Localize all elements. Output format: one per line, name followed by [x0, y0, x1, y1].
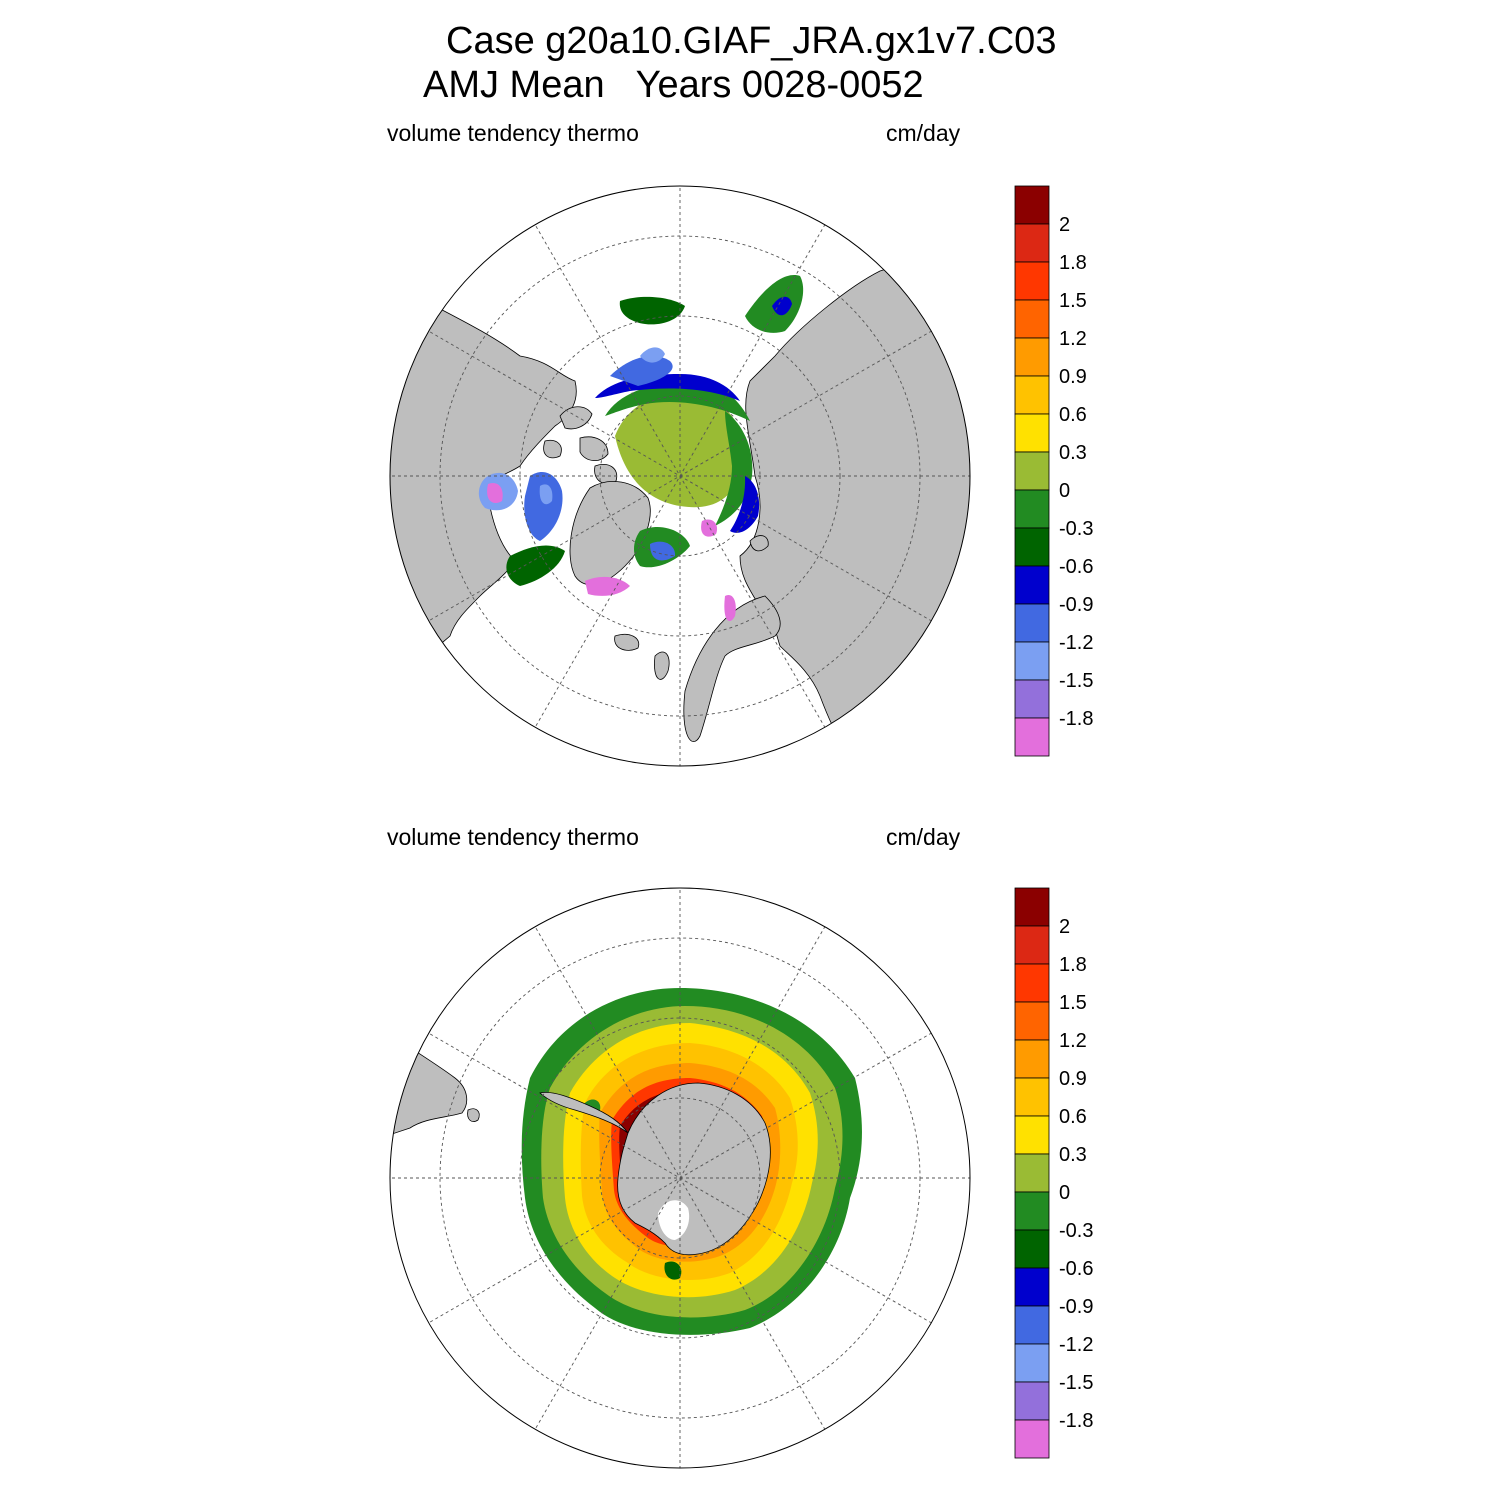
south-graticule	[390, 888, 970, 1468]
south-colorbar-box	[1014, 1381, 1050, 1421]
south-colorbar-box	[1014, 1343, 1050, 1383]
south-colorbar: -1.8 -1.5 -1.2 -0.9 -0.6 -0.3 0 0.3 0.6 0.9 1.2 1.5…	[1014, 887, 1093, 1459]
north-colorbar: -1.8 -1.5 -1.2 -0.9 -0.6 -0.3 0 0.3 0.6 0.9 1.2 1.5…	[1014, 185, 1093, 757]
north-colorbar-label: 1.8	[1059, 252, 1087, 274]
south-colorbar-label: 2	[1059, 916, 1070, 938]
north-map-border	[389, 185, 971, 767]
south-colorbar-label: 1.5	[1059, 992, 1087, 1014]
north-colorbar-box	[1014, 185, 1050, 225]
north-colorbar-label: -0.6	[1059, 556, 1093, 578]
south-colorbar-box	[1014, 1039, 1050, 1079]
north-colorbar-label: 0	[1059, 480, 1070, 502]
north-colorbar-box	[1014, 375, 1050, 415]
south-colorbar-box	[1014, 1001, 1050, 1041]
south-colorbar-box	[1014, 887, 1050, 927]
north-sea-ice	[478, 275, 804, 622]
south-colorbar-label: -0.3	[1059, 1220, 1093, 1242]
north-left-label: volume tendency thermo	[387, 120, 639, 146]
north-colorbar-label: 1.2	[1059, 328, 1087, 350]
title-line-2: AMJ Mean Years 0028-0052	[423, 64, 924, 106]
south-map-border	[389, 887, 971, 1469]
south-colorbar-label: 1.8	[1059, 954, 1087, 976]
south-colorbar-box	[1014, 963, 1050, 1003]
south-colorbar-label: -1.5	[1059, 1372, 1093, 1394]
north-colorbar-box	[1014, 223, 1050, 263]
north-colorbar-label: 0.3	[1059, 442, 1087, 464]
south-colorbar-box	[1014, 1305, 1050, 1345]
north-colorbar-box	[1014, 413, 1050, 453]
north-graticule	[390, 186, 970, 766]
north-colorbar-box	[1014, 299, 1050, 339]
south-colorbar-box	[1014, 1267, 1050, 1307]
title-line-1: Case g20a10.GIAF_JRA.gx1v7.C03	[446, 20, 1057, 62]
south-colorbar-label: 1.2	[1059, 1030, 1087, 1052]
north-colorbar-label: -1.5	[1059, 670, 1093, 692]
north-polar-map	[389, 185, 971, 767]
south-colorbar-label: 0.6	[1059, 1106, 1087, 1128]
south-colorbar-box	[1014, 925, 1050, 965]
north-colorbar-box	[1014, 489, 1050, 529]
north-colorbar-label: 0.9	[1059, 366, 1087, 388]
north-colorbar-label: -1.2	[1059, 632, 1093, 654]
north-colorbar-label: -0.3	[1059, 518, 1093, 540]
south-left-label: volume tendency thermo	[387, 824, 639, 850]
south-colorbar-label: -1.8	[1059, 1410, 1093, 1432]
south-colorbar-label: -0.9	[1059, 1296, 1093, 1318]
south-colorbar-box	[1014, 1419, 1050, 1459]
south-colorbar-box	[1014, 1115, 1050, 1155]
south-colorbar-box	[1014, 1191, 1050, 1231]
north-colorbar-box	[1014, 641, 1050, 681]
north-colorbar-box	[1014, 451, 1050, 491]
north-colorbar-box	[1014, 603, 1050, 643]
south-colorbar-label: 0.9	[1059, 1068, 1087, 1090]
south-polar-map	[389, 887, 971, 1469]
north-colorbar-box	[1014, 565, 1050, 605]
north-colorbar-label: 2	[1059, 214, 1070, 236]
north-colorbar-label: -1.8	[1059, 708, 1093, 730]
north-colorbar-box	[1014, 337, 1050, 377]
south-land	[390, 1027, 771, 1256]
south-colorbar-box	[1014, 1229, 1050, 1269]
north-colorbar-box	[1014, 261, 1050, 301]
north-colorbar-box	[1014, 527, 1050, 567]
north-colorbar-label: 1.5	[1059, 290, 1087, 312]
north-colorbar-label: -0.9	[1059, 594, 1093, 616]
south-units-label: cm/day	[886, 824, 961, 850]
south-colorbar-label: 0.3	[1059, 1144, 1087, 1166]
south-colorbar-box	[1014, 1153, 1050, 1193]
north-colorbar-box	[1014, 717, 1050, 757]
north-colorbar-box	[1014, 679, 1050, 719]
south-colorbar-box	[1014, 1077, 1050, 1117]
north-colorbar-label: 0.6	[1059, 404, 1087, 426]
north-units-label: cm/day	[886, 120, 961, 146]
south-colorbar-label: 0	[1059, 1182, 1070, 1204]
south-colorbar-label: -0.6	[1059, 1258, 1093, 1280]
south-colorbar-label: -1.2	[1059, 1334, 1093, 1356]
